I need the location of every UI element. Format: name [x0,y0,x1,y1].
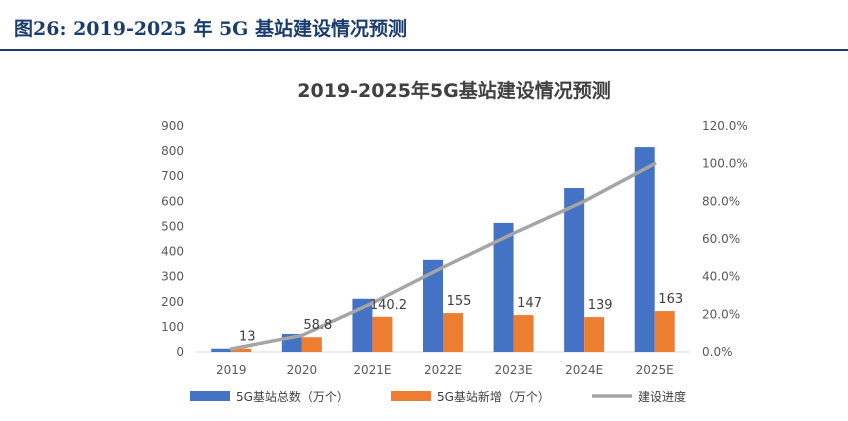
data-label-new: 163 [658,292,683,307]
bar-new [301,337,322,352]
progress-point [370,301,374,305]
legend-label: 5G基站新增（万个） [437,389,550,404]
data-label-new: 155 [447,294,472,309]
y-left-tick-label: 700 [161,169,184,183]
y-left-tick-label: 200 [161,295,184,309]
data-label-new: 13 [239,330,256,345]
y-right-tick-label: 80.0% [702,194,740,208]
chart: 2019-2025年5G基站建设情况预测 0 100 200 300 400 500 600… [161,79,748,404]
progress-point [653,162,657,166]
y-right-tick-label: 0.0% [702,345,733,359]
data-label-new: 139 [588,298,613,313]
bar-total [352,298,373,352]
data-label-new: 58.8 [303,318,332,333]
legend-label: 建设进度 [638,389,686,404]
y-left-tick-label: 900 [161,119,184,133]
y-right-tick-label: 60.0% [702,232,740,246]
y-left-tick-label: 800 [161,144,184,158]
y-left-tick-label: 400 [161,245,184,259]
x-tick-label: 2024E [565,363,603,377]
bar-new [231,348,252,352]
x-tick-label: 2020 [287,363,318,377]
data-labels: 13 58.8 140.2 155 147 139 163 [239,292,683,345]
y-right-tick-label: 100.0% [702,157,748,171]
progress-point [300,333,304,337]
progress-point [229,347,233,351]
y-left-tick-label: 600 [161,194,184,208]
x-tick-label: 2019 [216,363,247,377]
x-tick-label: 2025E [636,363,674,377]
data-label-new: 147 [517,296,542,311]
progress-point [582,199,586,203]
bar-new [654,311,675,352]
legend-swatch [391,391,431,401]
axes: 0 100 200 300 400 500 600 700 800 900 0.0% 20.0% 40.… [161,119,748,377]
legend: 5G基站总数（万个） 5G基站新增（万个） 建设进度 [190,389,686,404]
y-left-tick-label: 100 [161,320,184,334]
bar-new [443,313,463,352]
bar-total [211,348,232,352]
bar-new [584,317,605,352]
data-label-new: 140.2 [370,298,407,313]
bar-new [513,315,534,352]
y-right-tick-label: 120.0% [702,119,748,133]
x-tick-label: 2021E [353,363,391,377]
chart-title: 2019-2025年5G基站建设情况预测 [297,79,610,102]
bar-total [634,147,655,352]
x-tick-label: 2023E [495,363,533,377]
bar-total [493,222,514,352]
progress-line [229,161,657,351]
figure-title: 图26: 2019-2025 年 5G 基站建设情况预测 [14,18,408,40]
header-divider [0,49,848,51]
legend-swatch [190,391,230,401]
y-right-tick-label: 40.0% [702,270,740,284]
bar-total [423,259,443,352]
bar-new [372,316,393,352]
progress-point [441,265,445,269]
figure-header: 图26: 2019-2025 年 5G 基站建设情况预测 [0,0,848,51]
progress-point [512,231,516,235]
legend-label: 5G基站总数（万个） [236,389,349,404]
y-left-tick-label: 500 [161,219,184,233]
y-left-tick-label: 0 [176,345,184,359]
x-tick-label: 2022E [424,363,462,377]
bar-total [564,188,585,352]
y-right-tick-label: 20.0% [702,307,740,321]
bars [211,147,675,352]
y-left-tick-label: 300 [161,270,184,284]
